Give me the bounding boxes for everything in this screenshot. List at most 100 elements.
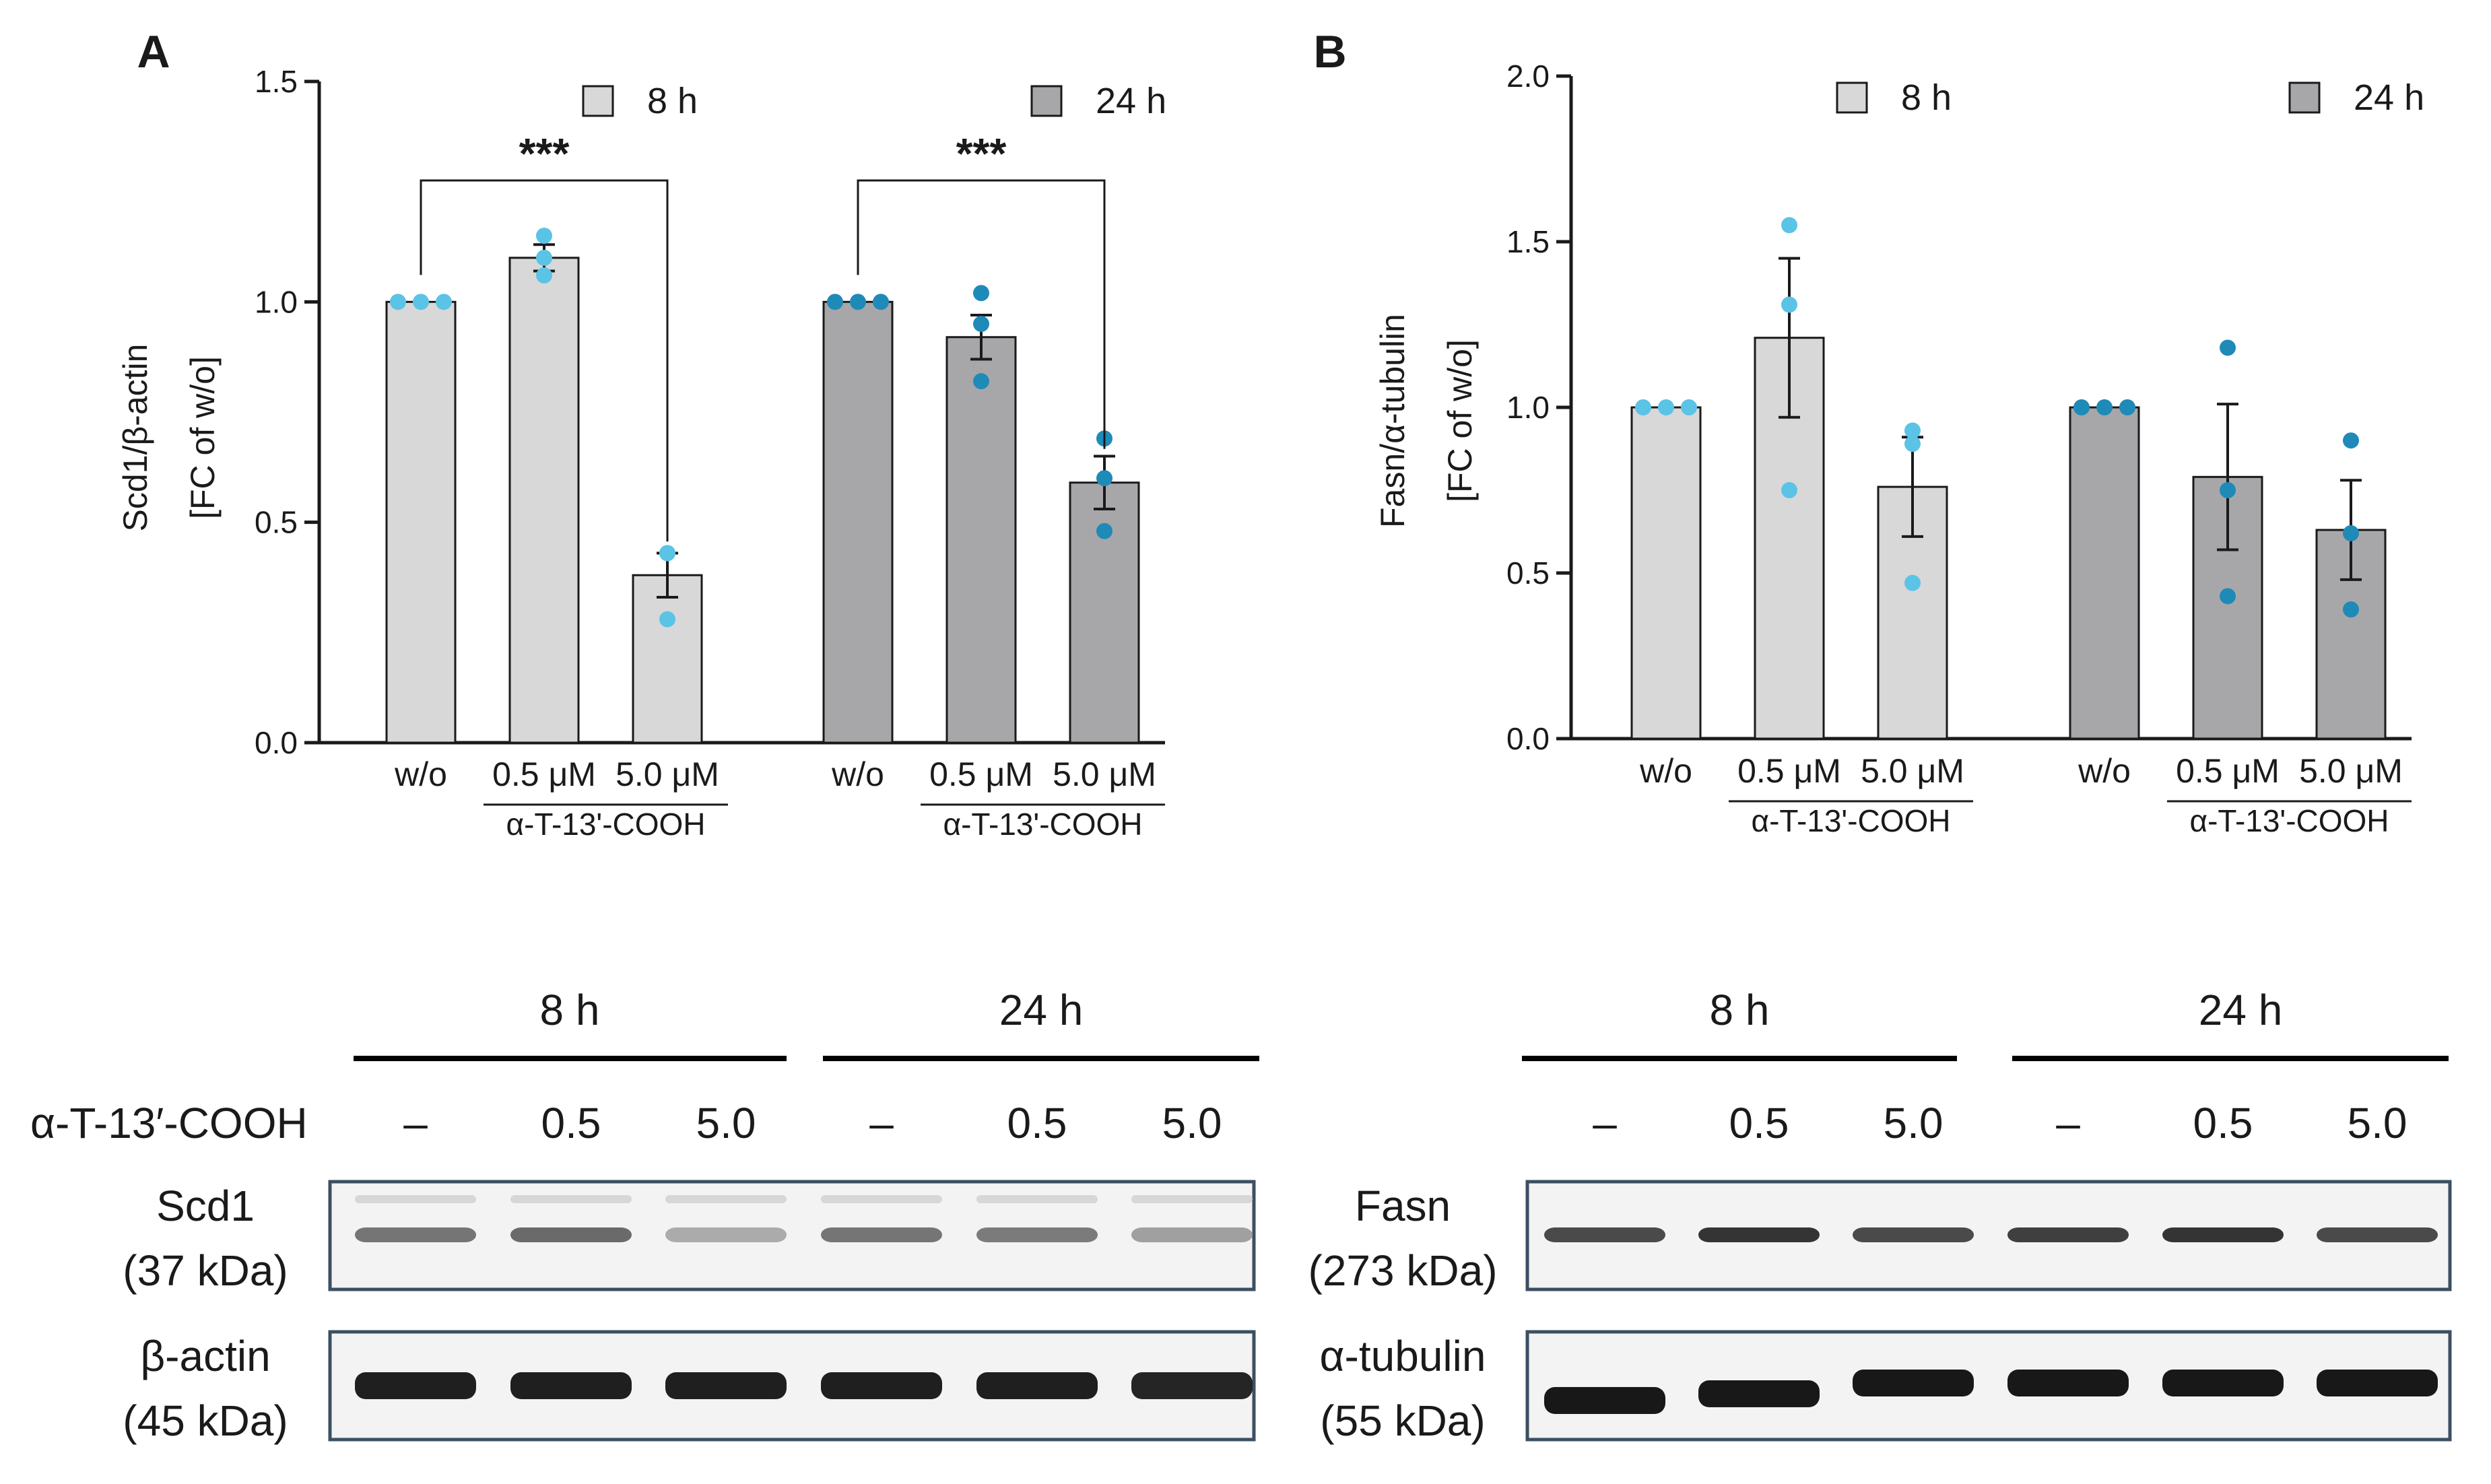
blot-band bbox=[2007, 1370, 2129, 1396]
x-tick-label: w/o bbox=[1639, 752, 1692, 790]
legend-label: 24 h bbox=[1096, 81, 1166, 121]
y-tick-label: 1.5 bbox=[255, 64, 298, 99]
blot-treatment-label: α-T-13′-COOH bbox=[30, 1099, 308, 1147]
blot-band bbox=[1131, 1227, 1253, 1242]
legend-swatch bbox=[1836, 81, 1868, 114]
data-point bbox=[1904, 436, 1921, 452]
blot-band bbox=[510, 1372, 632, 1399]
blot-row-label: (45 kDa) bbox=[123, 1396, 288, 1445]
y-tick-label: 1.0 bbox=[255, 284, 298, 319]
bar bbox=[1069, 481, 1140, 744]
x-tick-label: 0.5 μM bbox=[2176, 752, 2280, 790]
blot-band bbox=[976, 1227, 1098, 1242]
blot-dose-label: 0.5 bbox=[1729, 1099, 1789, 1147]
legend-label: 8 h bbox=[1901, 77, 1952, 118]
data-point bbox=[973, 316, 989, 333]
blot-dose-label: 0.5 bbox=[541, 1099, 601, 1147]
blot-group-header: 24 h bbox=[999, 986, 1084, 1034]
blot-box bbox=[328, 1180, 1256, 1291]
y-tick-label: 0.0 bbox=[255, 725, 298, 760]
y-axis-label: Fasn/α-tubulin bbox=[1374, 314, 1411, 528]
blot-band bbox=[2317, 1370, 2438, 1396]
bar bbox=[385, 300, 457, 744]
blot-row-label: (55 kDa) bbox=[1320, 1396, 1485, 1445]
blot-band bbox=[1544, 1227, 1665, 1242]
data-point bbox=[873, 294, 889, 310]
data-point bbox=[973, 373, 989, 390]
bar bbox=[632, 574, 703, 744]
y-axis-label: Scd1/β-actin bbox=[117, 344, 154, 532]
data-point bbox=[659, 611, 675, 628]
significance-label: *** bbox=[956, 129, 1007, 178]
blot-band bbox=[821, 1227, 942, 1242]
treatment-label: α-T-13'-COOH bbox=[943, 807, 1142, 842]
blot-row-label: Fasn bbox=[1355, 1182, 1451, 1230]
data-point bbox=[2343, 601, 2359, 618]
data-point bbox=[1781, 217, 1797, 234]
blot-dose-label: 0.5 bbox=[1007, 1099, 1067, 1147]
blot-band bbox=[2317, 1227, 2438, 1242]
blot-row: Scd1 (37 kDa) bbox=[123, 1180, 1256, 1295]
data-point bbox=[390, 294, 406, 310]
treatment-label: α-T-13'-COOH bbox=[506, 807, 705, 842]
blot-band bbox=[665, 1372, 787, 1399]
blot-dose-label: – bbox=[2056, 1099, 2080, 1147]
data-point bbox=[1658, 399, 1674, 415]
data-point bbox=[536, 267, 552, 284]
blot-band bbox=[2162, 1227, 2284, 1242]
data-point bbox=[1781, 482, 1797, 498]
bar bbox=[2069, 406, 2140, 740]
treatment-label: α-T-13'-COOH bbox=[1751, 803, 1950, 838]
blot-row-label: α-tubulin bbox=[1320, 1332, 1486, 1380]
data-point bbox=[536, 249, 552, 266]
legend-swatch bbox=[582, 85, 614, 117]
data-point bbox=[536, 228, 552, 244]
blot-row-label: Scd1 bbox=[156, 1182, 255, 1230]
bar bbox=[945, 336, 1017, 744]
data-point bbox=[2096, 399, 2113, 415]
data-point bbox=[659, 545, 675, 562]
y-tick-label: 0.0 bbox=[1506, 721, 1550, 756]
data-point bbox=[2220, 482, 2236, 498]
data-point bbox=[1681, 399, 1697, 415]
blot-dose-label: – bbox=[403, 1099, 428, 1147]
x-tick-label: 5.0 μM bbox=[616, 755, 719, 793]
blot-band bbox=[1853, 1227, 1974, 1242]
x-tick-label: 0.5 μM bbox=[929, 755, 1033, 793]
data-point bbox=[2073, 399, 2090, 415]
y-tick-label: 0.5 bbox=[255, 505, 298, 540]
blot-row: β-actin (45 kDa) bbox=[123, 1330, 1256, 1445]
bar bbox=[508, 257, 580, 744]
data-point bbox=[1904, 422, 1921, 439]
significance-bracket bbox=[857, 179, 1106, 449]
blot-group-header: 8 h bbox=[540, 986, 600, 1034]
western-blot-2: 8 h 24 h – 0.5 5.0 – 0.5 5.0 Fasn (273 kDa) α-tubu… bbox=[1308, 986, 2452, 1445]
blot-group-header: 8 h bbox=[1710, 986, 1770, 1034]
x-tick-label: 5.0 μM bbox=[2299, 752, 2403, 790]
data-point bbox=[2220, 588, 2236, 605]
blot-band bbox=[1698, 1380, 1820, 1407]
panel-letter: B bbox=[1313, 26, 1346, 77]
legend-label: 8 h bbox=[647, 81, 698, 121]
blot-dose-label: – bbox=[869, 1099, 894, 1147]
x-tick-label: 5.0 μM bbox=[1861, 752, 1964, 790]
blot-row: α-tubulin (55 kDa) bbox=[1320, 1330, 2452, 1445]
data-point bbox=[850, 294, 866, 310]
data-point bbox=[2343, 525, 2359, 541]
y-axis-label: [FC of w/o] bbox=[1441, 339, 1479, 502]
blot-box bbox=[1525, 1330, 2452, 1442]
y-axis-label: [FC of w/o] bbox=[184, 356, 222, 519]
blot-band bbox=[1544, 1387, 1665, 1414]
blot-row: Fasn (273 kDa) bbox=[1308, 1180, 2452, 1295]
data-point bbox=[973, 285, 989, 302]
treatment-label: α-T-13'-COOH bbox=[2189, 803, 2389, 838]
data-point bbox=[1904, 574, 1921, 591]
x-tick-label: 5.0 μM bbox=[1053, 755, 1156, 793]
y-tick-label: 2.0 bbox=[1506, 59, 1550, 94]
legend-label: 24 h bbox=[2354, 77, 2424, 118]
blot-dose-label: 5.0 bbox=[696, 1099, 756, 1147]
significance-bracket bbox=[420, 179, 669, 542]
data-point bbox=[2343, 432, 2359, 449]
blot-band bbox=[665, 1195, 787, 1203]
